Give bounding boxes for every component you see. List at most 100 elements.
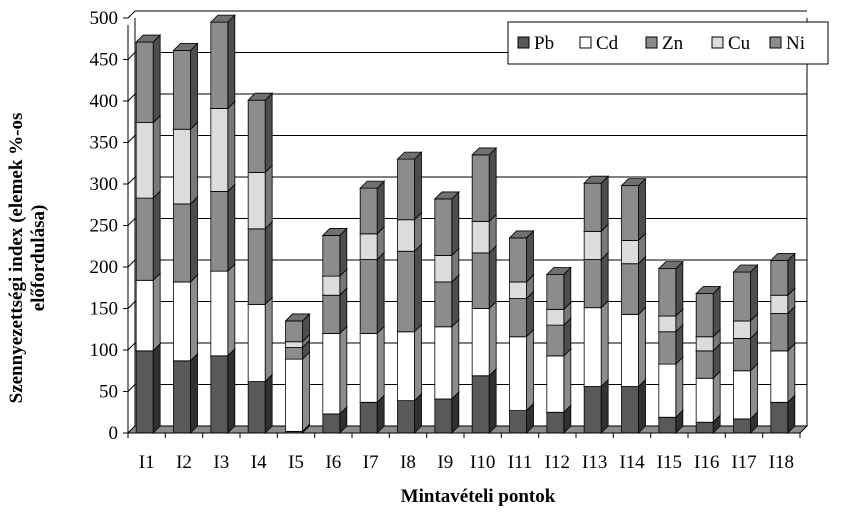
bar-front: [471, 154, 490, 222]
bar-side: [750, 264, 758, 322]
y-tick-label: 500: [90, 8, 119, 29]
bar-front: [733, 320, 751, 339]
bar-segment: [247, 296, 274, 383]
bar-front: [285, 320, 303, 343]
bar-front: [247, 381, 266, 434]
bar-front: [770, 350, 789, 403]
bar-side: [190, 195, 198, 283]
bar-segment: [247, 92, 274, 174]
bar-side: [712, 370, 721, 424]
bar-top: [769, 252, 796, 261]
bar-side: [638, 378, 646, 434]
bar-side: [376, 180, 385, 235]
bar-front: [210, 108, 229, 192]
bar-segment: [135, 114, 162, 200]
x-tick-label: I3: [213, 452, 229, 473]
bar-front: [397, 158, 415, 221]
bar-front: [359, 332, 378, 403]
bar-segment: [433, 318, 460, 400]
bar-segment: [172, 42, 199, 131]
y-tick-label: 200: [90, 257, 119, 278]
bar-front: [770, 294, 789, 314]
bar-segment: [359, 325, 386, 404]
bar-front: [583, 386, 602, 434]
bar-segment: [695, 285, 722, 338]
bar-segment: [657, 356, 684, 419]
bar-segment: [732, 362, 759, 420]
bar-side: [638, 177, 646, 242]
bar-front: [733, 370, 751, 420]
bar-front: [247, 228, 266, 305]
bar-front: [247, 99, 266, 173]
bar-front: [173, 203, 191, 283]
bar-front: [285, 341, 303, 348]
bar-segment: [545, 347, 572, 414]
bar-front: [695, 336, 714, 352]
bar-segment: [732, 264, 759, 322]
bar-segment: [359, 251, 386, 335]
bar-front: [621, 240, 639, 265]
bar-front: [210, 355, 229, 434]
bar-side: [526, 328, 534, 412]
bar-front: [509, 298, 527, 338]
bar-segment: [508, 328, 535, 412]
bar-front: [135, 122, 154, 199]
bar-front: [471, 252, 490, 309]
gridline-side: [127, 93, 136, 102]
x-tick-label: I2: [176, 452, 192, 473]
bar-side: [414, 151, 422, 221]
y-tick-label: 300: [90, 174, 119, 195]
gridline-side: [127, 52, 136, 60]
bar-segment: [209, 14, 236, 110]
bar-side: [488, 367, 497, 434]
legend-label: Ni: [786, 33, 805, 54]
legend-swatch: [645, 36, 658, 49]
bar-side: [563, 347, 572, 414]
bar-side: [526, 290, 534, 338]
bar-side: [638, 306, 646, 388]
bar-side: [376, 325, 385, 404]
bar-front: [583, 259, 602, 309]
bar-side: [264, 220, 273, 306]
bar-side: [152, 34, 161, 124]
bar-front: [135, 279, 154, 352]
bar-segment: [471, 244, 498, 310]
bar-side: [339, 287, 348, 335]
bar-segment: [359, 180, 386, 235]
bar-segment: [620, 255, 647, 316]
bar-side: [227, 100, 236, 193]
bar-segment: [583, 378, 610, 434]
legend-label: Pb: [534, 33, 554, 54]
y-tick-label: 250: [90, 216, 119, 237]
bar-front: [733, 337, 751, 372]
bars: [135, 14, 796, 434]
bar-side: [451, 318, 460, 400]
bar-front: [322, 294, 341, 334]
bar-top: [284, 313, 311, 322]
bar-front: [210, 191, 229, 272]
bar-side: [190, 273, 198, 362]
bar-top: [247, 92, 274, 101]
bar-top: [359, 180, 386, 189]
bar-segment: [583, 175, 610, 233]
bar-front: [173, 281, 191, 362]
bar-side: [302, 351, 310, 433]
bar-front: [509, 336, 527, 411]
x-tick-label: I13: [582, 452, 607, 473]
bar-segment: [135, 272, 162, 352]
bar-front: [733, 271, 751, 322]
bar-front: [583, 230, 602, 260]
bar-front: [658, 416, 677, 434]
bar-top: [657, 261, 684, 270]
bar-front: [135, 197, 154, 281]
x-tick-label: I5: [288, 452, 304, 473]
bar-top: [172, 42, 199, 51]
bar-front: [434, 326, 453, 400]
x-tick-label: I12: [545, 452, 570, 473]
bar-side: [152, 114, 161, 200]
bar-side: [152, 342, 161, 434]
x-tick-label: I16: [694, 452, 719, 473]
y-tick-labels: 0 50 100 150 200 250 300 350 400 450 500: [90, 8, 119, 444]
legend-swatch: [579, 36, 592, 49]
